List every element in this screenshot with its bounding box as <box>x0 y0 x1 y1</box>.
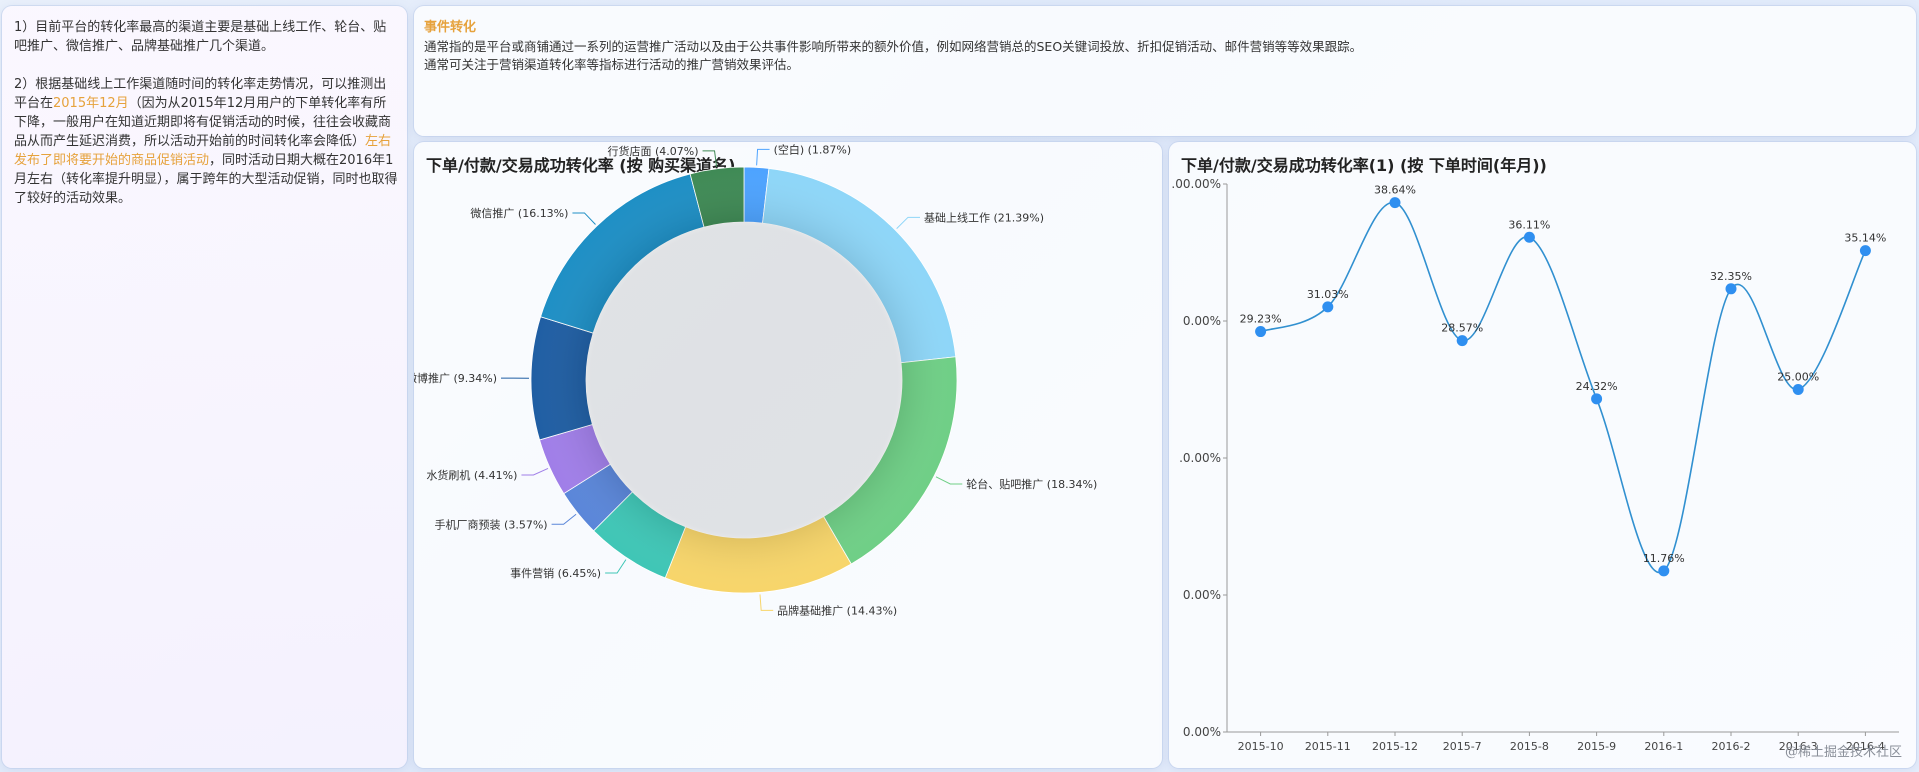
donut-leader-line <box>702 150 718 167</box>
event-conversion-card: 事件转化 通常指的是平台或商铺通过一系列的运营推广活动以及由于公共事件影响所带来… <box>414 6 1916 136</box>
data-point[interactable] <box>1322 301 1334 313</box>
insights-text: 1）目前平台的转化率最高的渠道主要是基础上线工作、轮台、贴吧推广、微信推广、品牌… <box>14 18 399 227</box>
insight-2-part-b: （因为从2015年12月用户的下单转化率有所下降，一般用户在知道近期即将有促销活… <box>14 96 392 149</box>
data-label: 32.35% <box>1710 270 1752 283</box>
insight-2-part-c: ，同时活动日期大概在2016年1月左右（转化率提升明显），属于跨年的大型活动促销… <box>14 153 398 206</box>
data-point[interactable] <box>1389 197 1401 209</box>
donut-slice-label: (空白) (1.87%) <box>774 142 852 156</box>
donut-leader-line <box>935 476 963 485</box>
donut-slice-label: 水货刷机 (4.41%) <box>426 468 517 482</box>
donut-leader-line <box>756 148 770 166</box>
donut-slice[interactable] <box>762 168 957 364</box>
donut-leader-line <box>605 559 627 574</box>
donut-slice[interactable] <box>823 356 958 565</box>
watermark: @稀土掘金技术社区 <box>1784 745 1902 760</box>
y-tick-label: 0.00% <box>1183 725 1221 739</box>
event-description-2: 通常可关注于营销渠道转化率等指标进行活动的推广营销效果评估。 <box>424 57 800 72</box>
insights-panel: 1）目前平台的转化率最高的渠道主要是基础上线工作、轮台、贴吧推广、微信推广、品牌… <box>2 6 407 768</box>
line-chart: .00.00% 0.00% .0.00% 0.00% 0.00% 2015-10 2015-… <box>1171 177 1899 753</box>
data-label: 31.03% <box>1307 288 1349 301</box>
channel-chart-card: 下单/付款/交易成功转化率 (按 购买渠道名) (空白) (1.87%) 基础上线… <box>414 142 1162 768</box>
x-tick-label: 2015-12 <box>1372 740 1418 753</box>
x-tick-label: 2016-2 <box>1712 740 1751 753</box>
data-label: 28.57% <box>1441 322 1483 335</box>
donut-slice-label: 行货店面 (4.07%) <box>608 144 699 158</box>
y-tick-label: .0.00% <box>1179 451 1221 465</box>
donut-leader-line <box>759 594 774 611</box>
x-tick-label: 2016-1 <box>1644 740 1683 753</box>
x-tick-label: 2015-10 <box>1238 740 1284 753</box>
donut-leader-line <box>896 216 921 229</box>
x-tick-label: 2015-7 <box>1443 740 1482 753</box>
data-point[interactable] <box>1658 565 1670 577</box>
data-point[interactable] <box>1792 384 1804 395</box>
donut-slice[interactable] <box>530 316 594 441</box>
insight-2-highlight-event: 左右发布了即将要开始的商品促销活动 <box>14 134 392 168</box>
insight-1: 1）目前平台的转化率最高的渠道主要是基础上线工作、轮台、贴吧推广、微信推广、品牌… <box>14 20 387 54</box>
data-point[interactable] <box>1456 335 1468 347</box>
data-label: 36.11% <box>1508 218 1550 231</box>
x-tick-label: 2016-4 <box>1846 740 1885 753</box>
insight-2-highlight-date: 2015年12月 <box>53 96 129 111</box>
x-tick-label: 2016-3 <box>1779 740 1818 753</box>
series-line <box>1260 201 1867 574</box>
insight-2: 2）根据基础线上工作渠道随时间的转化率走势情况，可以推测出平台在2015年12月… <box>14 75 399 208</box>
donut-slice-label: 手机厂商预装 (3.57%) <box>435 517 548 531</box>
donut-slice-label: 微信推广 (16.13%) <box>470 206 568 220</box>
data-label: 25.00% <box>1777 371 1819 384</box>
x-tick-label: 2015-11 <box>1305 740 1351 753</box>
donut-slice-label: 品牌基础推广 (14.43%) <box>777 603 897 617</box>
data-label: 11.76% <box>1643 552 1685 565</box>
y-tick-label: 0.00% <box>1183 314 1221 328</box>
data-point[interactable] <box>1523 231 1535 243</box>
donut-leader-line <box>551 513 577 525</box>
x-tick-label: 2015-9 <box>1577 740 1616 753</box>
donut-leader-line <box>521 467 549 476</box>
x-tick-label: 2015-8 <box>1510 740 1549 753</box>
data-point[interactable] <box>1725 283 1737 295</box>
data-label: 38.64% <box>1374 184 1416 197</box>
monthly-chart-title: 下单/付款/交易成功转化率(1) (按 下单时间(年月)) <box>1181 156 1547 175</box>
y-tick-label: .00.00% <box>1171 177 1221 191</box>
data-label: 35.14% <box>1844 232 1886 245</box>
donut-chart: (空白) (1.87%) 基础上线工作 (21.39%) 轮台、贴吧推广 (18.3… <box>414 142 1097 617</box>
data-point[interactable] <box>1591 393 1603 405</box>
monthly-chart-card: 下单/付款/交易成功转化率(1) (按 下单时间(年月)) .00.00% 0.0… <box>1169 142 1916 768</box>
data-point[interactable] <box>1859 245 1871 257</box>
data-label: 24.32% <box>1576 380 1618 393</box>
donut-slice-label: 微博推广 (9.34%) <box>414 371 497 385</box>
donut-leader-line <box>572 212 596 225</box>
y-tick-label: 0.00% <box>1183 588 1221 602</box>
event-title: 事件转化 <box>424 20 477 35</box>
data-point[interactable] <box>1255 326 1267 338</box>
donut-slice-label: 基础上线工作 (21.39%) <box>924 210 1044 224</box>
donut-slice-label: 事件营销 (6.45%) <box>510 566 601 580</box>
insight-2-part-a: 2）根据基础线上工作渠道随时间的转化率走势情况，可以推测出平台在 <box>14 77 387 111</box>
event-description-1: 通常指的是平台或商铺通过一系列的运营推广活动以及由于公共事件影响所带来的额外价值… <box>424 39 1363 54</box>
donut-slice[interactable] <box>664 515 852 594</box>
data-label: 29.23% <box>1240 313 1282 326</box>
donut-slice-label: 轮台、贴吧推广 (18.34%) <box>966 477 1097 491</box>
donut-slice[interactable] <box>540 173 705 334</box>
